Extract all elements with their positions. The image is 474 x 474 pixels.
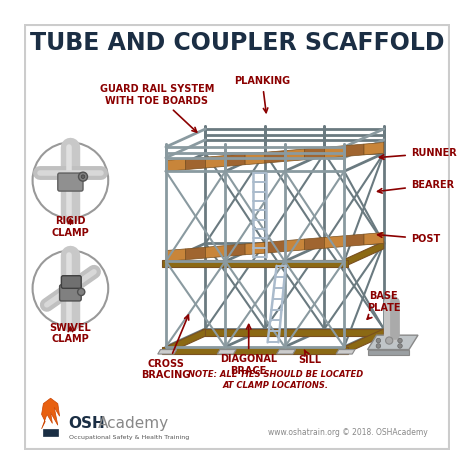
Text: www.oshatrain.org © 2018. OSHAcademy: www.oshatrain.org © 2018. OSHAcademy	[268, 428, 428, 437]
Polygon shape	[324, 236, 344, 248]
Polygon shape	[44, 429, 58, 436]
Circle shape	[398, 344, 402, 348]
Polygon shape	[186, 247, 206, 260]
Text: BASE
PLATE: BASE PLATE	[367, 291, 401, 319]
Circle shape	[33, 250, 108, 326]
Polygon shape	[364, 233, 384, 245]
FancyBboxPatch shape	[62, 276, 81, 288]
Polygon shape	[162, 347, 348, 354]
Polygon shape	[225, 154, 245, 166]
Text: DIAGONAL
BRACE: DIAGONAL BRACE	[220, 325, 277, 376]
Text: Academy: Academy	[98, 416, 169, 431]
Polygon shape	[42, 398, 60, 429]
Polygon shape	[158, 349, 177, 354]
Polygon shape	[166, 249, 186, 261]
Circle shape	[81, 175, 85, 179]
Polygon shape	[336, 349, 355, 354]
Polygon shape	[217, 349, 236, 354]
Polygon shape	[162, 259, 348, 267]
Circle shape	[376, 344, 381, 348]
Text: Occupational Safety & Health Training: Occupational Safety & Health Training	[69, 435, 189, 440]
Text: TUBE AND COUPLER SCAFFOLD: TUBE AND COUPLER SCAFFOLD	[30, 31, 444, 55]
Text: PLANKING: PLANKING	[234, 76, 290, 113]
Circle shape	[78, 288, 85, 295]
Circle shape	[398, 338, 402, 343]
Text: RIGID
CLAMP: RIGID CLAMP	[52, 216, 89, 238]
Polygon shape	[344, 144, 364, 156]
Polygon shape	[367, 349, 409, 355]
Text: GUARD RAIL SYSTEM
WITH TOE BOARDS: GUARD RAIL SYSTEM WITH TOE BOARDS	[100, 84, 214, 132]
Circle shape	[79, 172, 88, 181]
Polygon shape	[265, 241, 285, 253]
Text: RUNNER: RUNNER	[379, 148, 456, 159]
Text: SWIVEL
CLAMP: SWIVEL CLAMP	[49, 322, 91, 344]
Polygon shape	[202, 329, 387, 336]
Polygon shape	[245, 242, 265, 255]
Polygon shape	[344, 241, 384, 267]
Text: BEARER: BEARER	[378, 180, 454, 193]
Polygon shape	[245, 152, 265, 164]
Polygon shape	[304, 147, 324, 160]
Polygon shape	[186, 157, 206, 170]
Circle shape	[376, 338, 381, 343]
Text: POST: POST	[378, 233, 440, 244]
Polygon shape	[265, 151, 285, 163]
Polygon shape	[367, 335, 418, 349]
Polygon shape	[206, 246, 225, 258]
Polygon shape	[285, 149, 304, 162]
Text: CROSS
BRACING: CROSS BRACING	[141, 315, 191, 380]
Polygon shape	[344, 329, 384, 354]
Polygon shape	[225, 244, 245, 256]
Text: OSH: OSH	[69, 416, 105, 431]
Polygon shape	[285, 239, 304, 252]
FancyBboxPatch shape	[60, 285, 81, 301]
Circle shape	[33, 143, 108, 218]
FancyBboxPatch shape	[58, 173, 83, 191]
Text: SILL: SILL	[298, 350, 321, 365]
Circle shape	[385, 337, 393, 344]
Polygon shape	[364, 143, 384, 155]
Polygon shape	[166, 329, 206, 354]
Text: NOTE: ALL TIES SHOULD BE LOCATED
AT CLAMP LOCATIONS.: NOTE: ALL TIES SHOULD BE LOCATED AT CLAM…	[188, 371, 364, 390]
Polygon shape	[344, 234, 364, 246]
Polygon shape	[206, 155, 225, 168]
Polygon shape	[324, 146, 344, 158]
Polygon shape	[277, 349, 295, 354]
Polygon shape	[304, 237, 324, 250]
Polygon shape	[166, 159, 186, 171]
